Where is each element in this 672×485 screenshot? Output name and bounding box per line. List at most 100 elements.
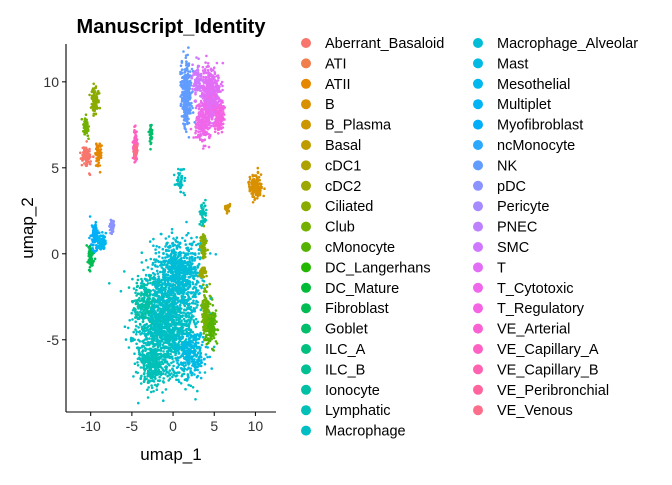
data-point xyxy=(144,304,148,307)
data-point xyxy=(162,377,165,380)
data-point xyxy=(248,189,252,193)
cluster-b-plasma xyxy=(223,202,232,215)
data-point xyxy=(146,354,149,357)
data-point xyxy=(143,285,146,289)
data-point xyxy=(150,357,154,360)
data-point xyxy=(216,328,219,331)
data-point xyxy=(155,299,158,303)
cluster-macrophage-alveolar xyxy=(144,220,218,341)
data-point xyxy=(152,288,155,292)
data-point xyxy=(199,376,203,380)
data-point xyxy=(207,145,211,149)
data-point xyxy=(197,64,201,68)
data-point xyxy=(226,206,229,210)
data-point xyxy=(218,109,222,113)
data-point xyxy=(170,361,173,365)
data-point xyxy=(156,315,159,318)
data-point xyxy=(202,133,206,136)
data-point xyxy=(201,272,205,275)
cluster-lymphatic xyxy=(133,334,175,399)
data-point xyxy=(188,79,192,83)
data-point xyxy=(192,320,196,324)
data-point xyxy=(211,311,215,315)
data-point xyxy=(149,257,153,261)
data-point xyxy=(134,320,137,324)
data-point xyxy=(171,290,174,293)
data-point xyxy=(137,326,140,329)
data-point xyxy=(171,337,175,340)
data-point xyxy=(173,260,177,264)
data-point xyxy=(154,377,157,381)
data-point xyxy=(205,115,208,119)
data-point xyxy=(151,331,154,335)
data-point xyxy=(145,364,148,367)
data-point xyxy=(167,379,170,382)
data-point xyxy=(164,282,168,286)
data-point xyxy=(200,359,203,362)
data-point xyxy=(209,332,213,335)
data-point xyxy=(175,378,178,382)
data-point xyxy=(139,382,143,385)
data-point xyxy=(197,72,200,76)
data-point xyxy=(179,288,183,291)
data-point xyxy=(162,399,165,403)
data-point xyxy=(162,341,166,345)
data-point xyxy=(130,339,133,343)
data-point xyxy=(164,388,168,391)
data-point xyxy=(145,343,148,347)
data-point xyxy=(187,248,190,251)
data-point xyxy=(212,336,216,340)
data-point xyxy=(214,124,217,127)
data-point xyxy=(171,357,174,361)
data-point xyxy=(163,269,167,273)
data-point xyxy=(157,255,161,258)
data-point xyxy=(183,274,187,278)
data-point xyxy=(206,92,210,96)
data-point xyxy=(138,322,142,326)
data-point xyxy=(148,294,151,297)
data-point xyxy=(171,241,175,245)
data-point xyxy=(251,190,255,193)
data-point xyxy=(175,366,179,370)
data-point xyxy=(190,243,194,247)
data-point xyxy=(142,341,146,345)
data-point xyxy=(163,345,167,348)
data-point xyxy=(135,324,138,328)
data-point xyxy=(92,82,95,86)
data-point xyxy=(177,259,181,263)
data-point xyxy=(164,237,168,240)
data-point xyxy=(206,124,209,127)
data-point xyxy=(166,273,169,277)
data-point xyxy=(188,260,192,263)
data-point xyxy=(143,277,147,281)
data-point xyxy=(159,355,163,359)
data-point xyxy=(220,130,224,134)
data-point xyxy=(187,64,190,68)
data-point xyxy=(162,350,165,353)
cluster-ciliated xyxy=(88,82,102,117)
data-point xyxy=(189,291,193,294)
data-point xyxy=(103,240,106,244)
data-point xyxy=(166,309,169,312)
data-point xyxy=(208,339,211,343)
data-point xyxy=(212,68,215,72)
data-point xyxy=(188,343,191,347)
data-point xyxy=(202,305,206,308)
data-point xyxy=(188,337,191,340)
data-point xyxy=(158,365,161,369)
data-point xyxy=(198,349,202,353)
data-point xyxy=(215,89,219,92)
data-point xyxy=(176,300,180,303)
data-point xyxy=(154,347,157,351)
data-point xyxy=(138,353,141,356)
data-point xyxy=(213,127,217,131)
data-point xyxy=(176,328,180,331)
data-point xyxy=(179,382,183,385)
data-point xyxy=(163,280,167,283)
data-point xyxy=(202,283,205,287)
data-point xyxy=(205,54,208,58)
data-point xyxy=(180,374,184,378)
data-point xyxy=(157,294,160,298)
data-point xyxy=(213,75,216,79)
